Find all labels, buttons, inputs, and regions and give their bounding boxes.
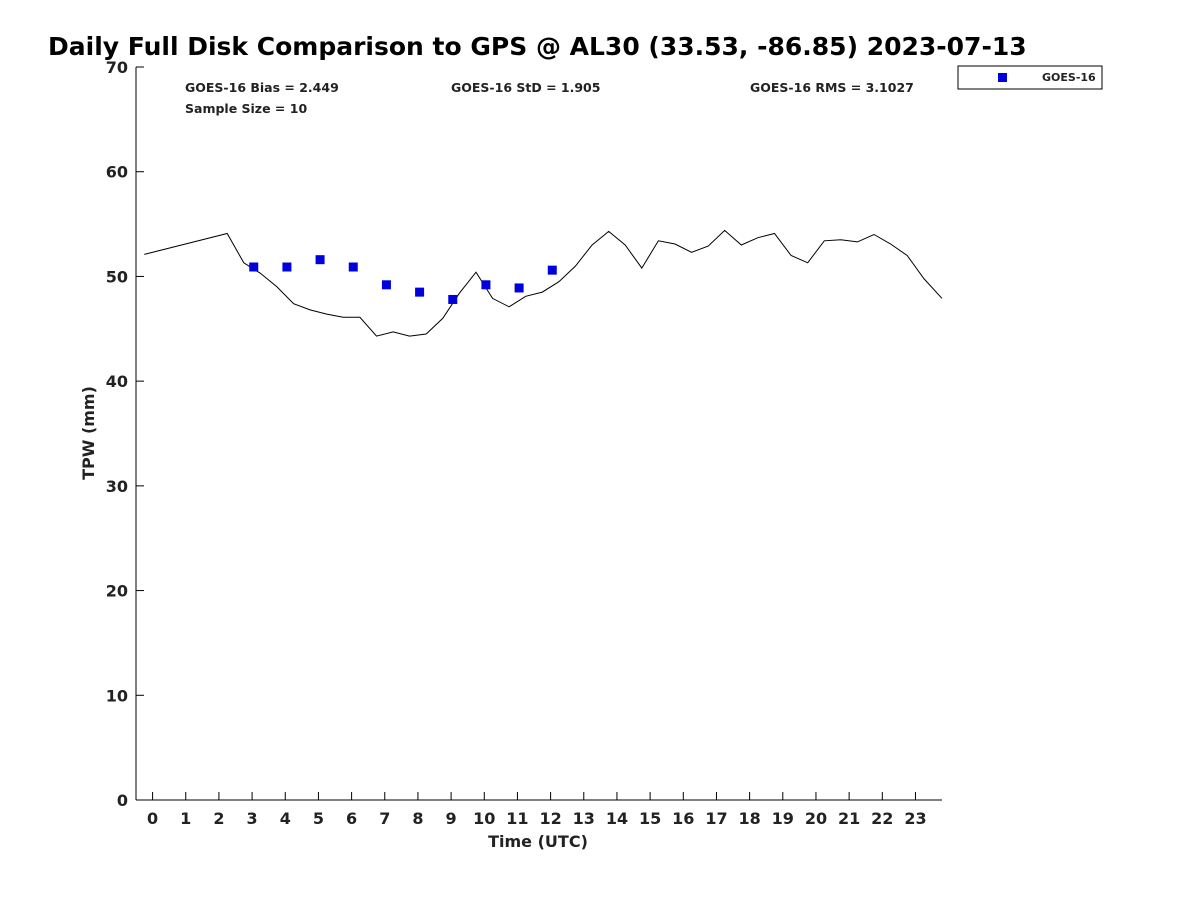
legend-box [957, 65, 1103, 90]
std-annotation: GOES-16 StD = 1.905 [451, 80, 600, 95]
x-tick-label: 1 [180, 809, 191, 828]
y-tick-label: 30 [106, 477, 128, 496]
x-tick-label: 10 [473, 809, 495, 828]
y-tick-label: 60 [106, 163, 128, 182]
x-tick-label: 22 [871, 809, 893, 828]
goes-16-point [315, 255, 325, 265]
legend-label-goes-16: GOES-16 [1042, 71, 1096, 84]
x-tick-label: 21 [838, 809, 860, 828]
x-tick-label: 23 [904, 809, 926, 828]
x-tick-label: 14 [606, 809, 628, 828]
x-tick-label: 6 [346, 809, 357, 828]
y-tick-label: 0 [117, 791, 128, 810]
chart-title: Daily Full Disk Comparison to GPS @ AL30… [48, 32, 1027, 61]
goes-16-point [381, 280, 391, 290]
goes-16-point [282, 262, 292, 272]
rms-annotation: GOES-16 RMS = 3.1027 [750, 80, 914, 95]
goes-16-point [514, 283, 524, 293]
goes-16-point [448, 294, 458, 304]
goes-16-point [415, 287, 425, 297]
x-tick-label: 8 [412, 809, 423, 828]
legend: GOES-16 [957, 65, 1103, 90]
legend-marker-goes-16 [998, 73, 1007, 82]
y-tick-label: 70 [106, 58, 128, 77]
goes-16-point [348, 262, 358, 272]
x-tick-label: 3 [247, 809, 258, 828]
x-tick-label: 17 [705, 809, 727, 828]
sample-size-annotation: Sample Size = 10 [185, 101, 307, 116]
x-tick-label: 18 [738, 809, 760, 828]
goes-16-point [249, 262, 259, 272]
x-tick-label: 16 [672, 809, 694, 828]
y-tick-label: 10 [106, 686, 128, 705]
x-tick-label: 4 [280, 809, 291, 828]
x-tick-label: 12 [539, 809, 561, 828]
x-tick-label: 9 [446, 809, 457, 828]
x-axis-label: Time (UTC) [488, 832, 588, 851]
x-tick-label: 2 [213, 809, 224, 828]
x-tick-label: 15 [639, 809, 661, 828]
x-tick-label: 7 [379, 809, 390, 828]
goes-16-point [547, 265, 557, 275]
gps-series-line [144, 229, 943, 337]
x-tick-label: 20 [805, 809, 827, 828]
y-ticks: 0 10 20 30 40 50 60 70 [106, 58, 144, 810]
goes-16-series [249, 255, 557, 304]
y-axis-label: TPW (mm) [79, 386, 98, 480]
x-ticks: 0 1 2 3 4 5 6 7 8 9 10 11 12 13 14 15 16 17 18 19 20 21 22 23 [147, 792, 927, 828]
x-tick-label: 13 [573, 809, 595, 828]
x-tick-label: 11 [506, 809, 528, 828]
stats-annotations: GOES-16 Bias = 2.449 GOES-16 StD = 1.905… [185, 80, 914, 116]
bias-annotation: GOES-16 Bias = 2.449 [185, 80, 339, 95]
y-tick-label: 20 [106, 582, 128, 601]
y-tick-label: 40 [106, 372, 128, 391]
x-tick-label: 19 [772, 809, 794, 828]
x-tick-label: 0 [147, 809, 158, 828]
goes-16-point [481, 280, 491, 290]
x-tick-label: 5 [313, 809, 324, 828]
y-tick-label: 50 [106, 267, 128, 286]
